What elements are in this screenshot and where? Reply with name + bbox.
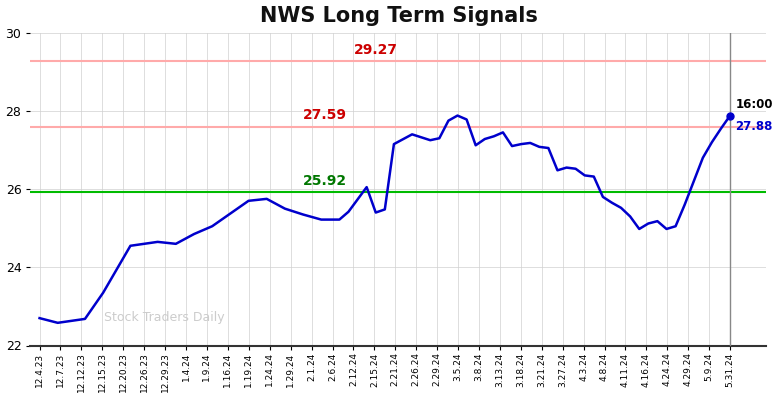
Text: 16:00: 16:00	[735, 98, 773, 111]
Text: 27.88: 27.88	[735, 120, 773, 133]
Text: 27.59: 27.59	[303, 108, 347, 122]
Text: 25.92: 25.92	[303, 174, 347, 187]
Text: 29.27: 29.27	[354, 43, 398, 57]
Text: Stock Traders Daily: Stock Traders Daily	[104, 310, 225, 324]
Title: NWS Long Term Signals: NWS Long Term Signals	[260, 6, 537, 25]
